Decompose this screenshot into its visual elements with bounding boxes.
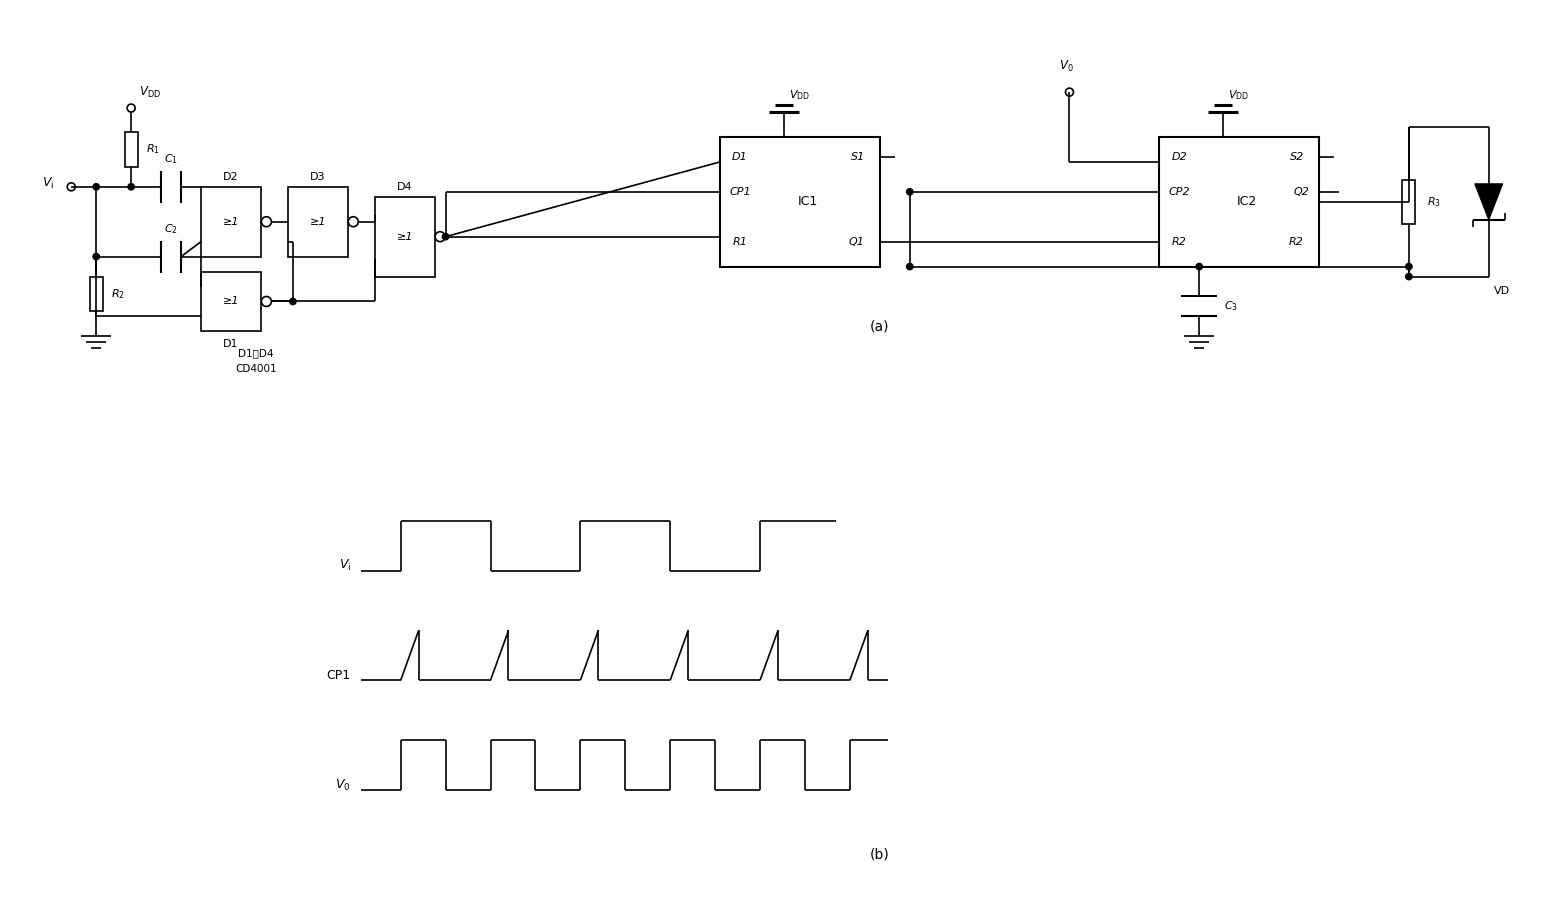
Text: D4: D4 [396, 182, 412, 192]
Text: R2: R2 [1172, 237, 1186, 247]
Text: VD: VD [1494, 287, 1509, 296]
Bar [1160, 137, 1319, 267]
Text: $V_\mathrm{i}$: $V_\mathrm{i}$ [42, 177, 55, 191]
Text: $R_3$: $R_3$ [1427, 195, 1441, 209]
Circle shape [94, 253, 100, 259]
Text: ≥1: ≥1 [309, 217, 326, 227]
Bar [125, 132, 137, 167]
Text: CP1: CP1 [326, 669, 351, 682]
Bar [720, 137, 880, 267]
Bar [287, 187, 348, 257]
Text: CP2: CP2 [1169, 187, 1189, 196]
Circle shape [1406, 273, 1413, 279]
Text: $V_\mathrm{DD}$: $V_\mathrm{DD}$ [1229, 88, 1249, 102]
Text: IC1: IC1 [798, 196, 818, 208]
Text: $V_0$: $V_0$ [336, 778, 351, 793]
Text: Q2: Q2 [1293, 187, 1310, 196]
Text: ≥1: ≥1 [223, 296, 239, 306]
Text: S1: S1 [851, 152, 865, 162]
Text: $V_\mathrm{i}$: $V_\mathrm{i}$ [339, 558, 351, 573]
Text: $V_\mathrm{DD}$: $V_\mathrm{DD}$ [788, 88, 810, 102]
Circle shape [290, 298, 297, 305]
Text: $R_1$: $R_1$ [147, 142, 161, 156]
Bar [1402, 180, 1416, 223]
Text: CD4001: CD4001 [236, 364, 276, 374]
Text: $C_3$: $C_3$ [1224, 299, 1238, 314]
Text: ≥1: ≥1 [223, 217, 239, 227]
Text: $C_2$: $C_2$ [164, 222, 178, 235]
Circle shape [442, 233, 450, 240]
Circle shape [94, 184, 100, 190]
Text: D1: D1 [732, 152, 748, 162]
Text: D2: D2 [1171, 152, 1188, 162]
Circle shape [1406, 263, 1413, 269]
Text: (a): (a) [869, 319, 890, 333]
Text: $R_2$: $R_2$ [111, 287, 125, 301]
Polygon shape [1475, 184, 1503, 220]
Text: R1: R1 [732, 237, 748, 247]
Text: D1: D1 [223, 340, 239, 350]
Text: S2: S2 [1289, 152, 1303, 162]
Text: D3: D3 [311, 172, 326, 182]
Circle shape [907, 188, 913, 195]
Circle shape [907, 263, 913, 269]
Bar [201, 187, 261, 257]
Bar [375, 196, 434, 277]
Text: IC2: IC2 [1236, 196, 1257, 208]
Text: D2: D2 [223, 172, 239, 182]
Text: $V_0$: $V_0$ [1060, 59, 1074, 74]
Bar [201, 271, 261, 332]
Bar [89, 277, 103, 312]
Text: D1～D4: D1～D4 [239, 349, 273, 359]
Circle shape [1196, 263, 1202, 269]
Text: CP1: CP1 [729, 187, 751, 196]
Text: $V_\mathrm{DD}$: $V_\mathrm{DD}$ [139, 85, 161, 100]
Circle shape [128, 184, 134, 190]
Text: $C_1$: $C_1$ [164, 152, 178, 166]
Text: Q1: Q1 [849, 237, 865, 247]
Text: ≥1: ≥1 [396, 232, 414, 241]
Text: (b): (b) [869, 848, 890, 861]
Text: R2: R2 [1289, 237, 1303, 247]
